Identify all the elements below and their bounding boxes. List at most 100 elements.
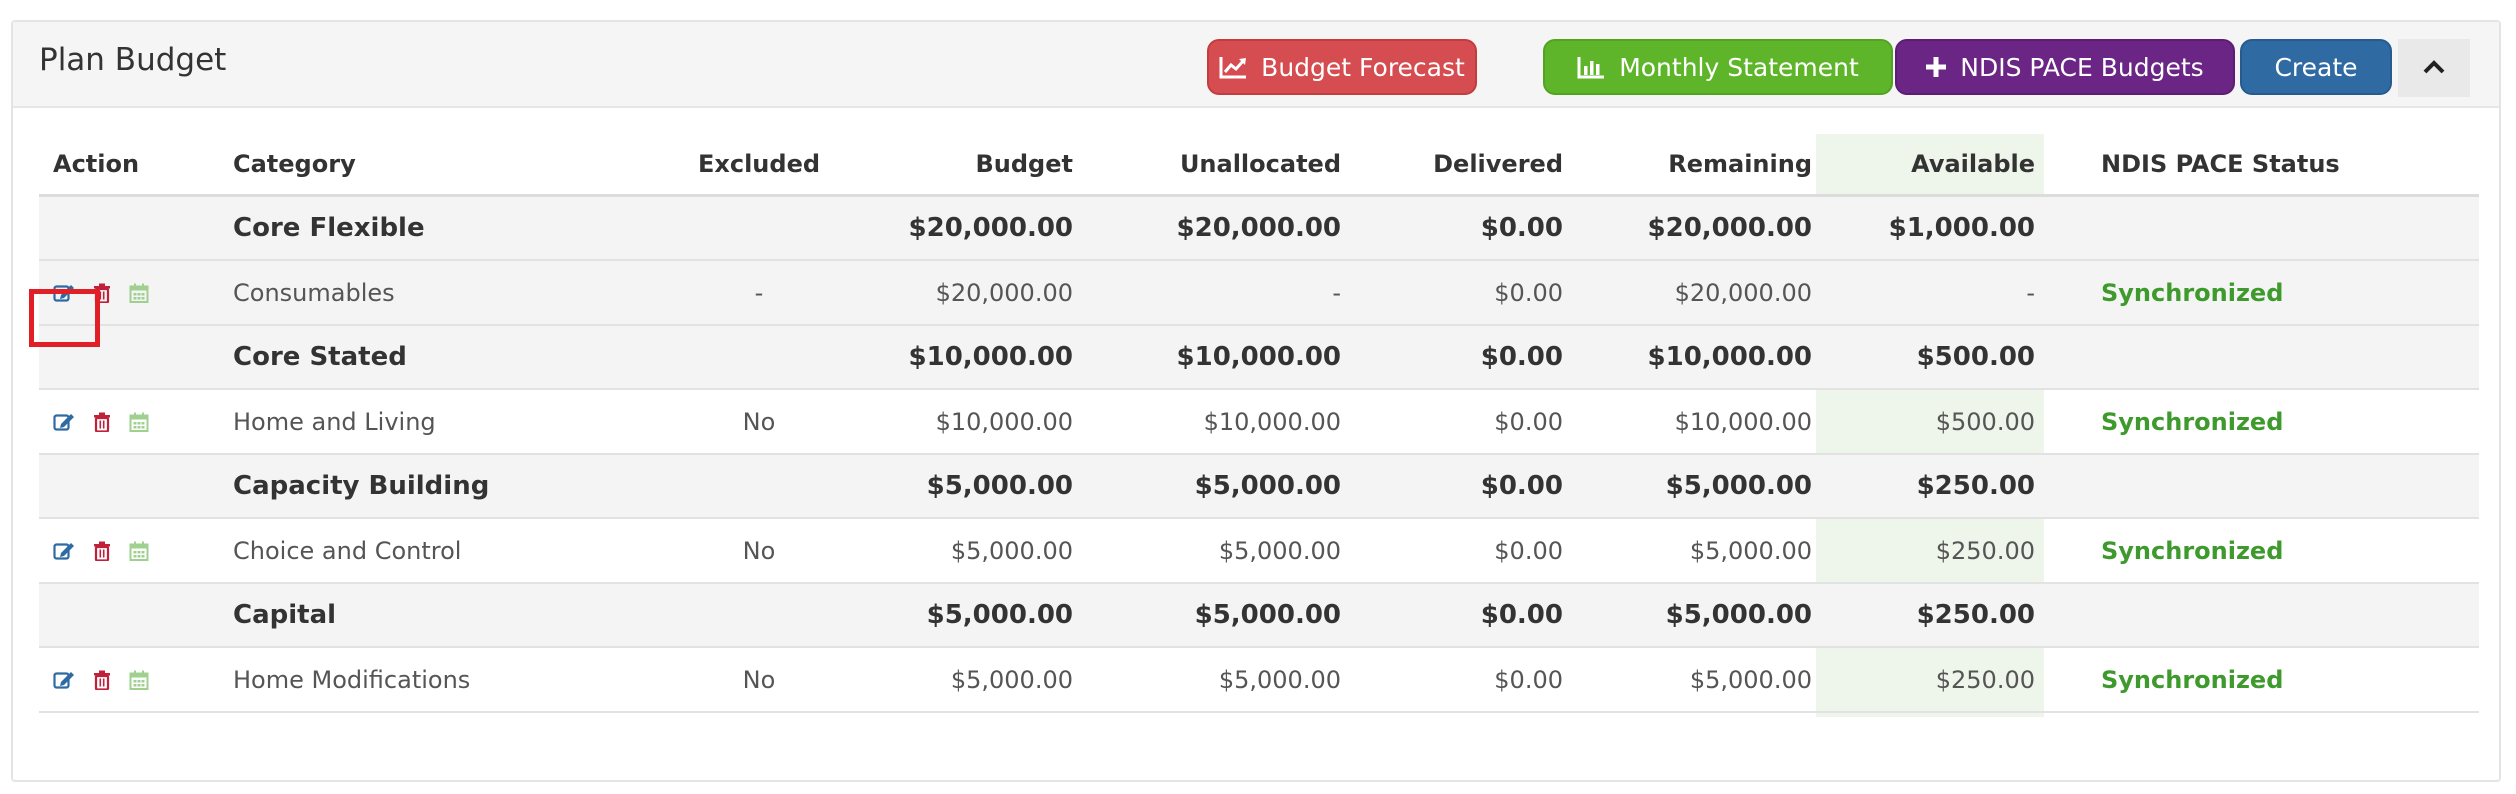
cell-excluded: No bbox=[742, 407, 776, 436]
cell-unallocated: $20,000.00 bbox=[1176, 213, 1341, 243]
cell-category: Consumables bbox=[233, 278, 395, 307]
header-action: Action bbox=[53, 150, 140, 178]
cell-remaining: $5,000.00 bbox=[1665, 600, 1812, 630]
cell-category: Choice and Control bbox=[233, 536, 462, 565]
create-button[interactable]: Create bbox=[2240, 39, 2392, 95]
cell-delivered: $0.00 bbox=[1480, 342, 1563, 372]
table-group-row: Capital $5,000.00 $5,000.00 $0.00 $5,000.00 $… bbox=[39, 584, 2479, 648]
cell-status bbox=[2101, 584, 2401, 646]
table-row: Home Modifications No $5,000.00 $5,000.00 $0… bbox=[39, 648, 2479, 713]
row-actions bbox=[53, 261, 213, 324]
edit-icon[interactable] bbox=[53, 412, 75, 432]
budget-forecast-button[interactable]: Budget Forecast bbox=[1207, 39, 1477, 95]
calendar-icon[interactable] bbox=[129, 283, 149, 303]
cell-available: $250.00 bbox=[1916, 600, 2035, 630]
row-actions bbox=[53, 519, 213, 582]
cell-available: $250.00 bbox=[1935, 536, 2035, 565]
cell-delivered: $0.00 bbox=[1494, 665, 1563, 694]
cell-unallocated: $10,000.00 bbox=[1203, 407, 1341, 436]
cell-category: Core Stated bbox=[233, 342, 407, 372]
table-group-row: Core Flexible $20,000.00 $20,000.00 $0.00 $2… bbox=[39, 197, 2479, 261]
delete-icon[interactable] bbox=[93, 412, 111, 432]
panel-title: Plan Budget bbox=[39, 42, 227, 78]
header-category: Category bbox=[233, 150, 356, 178]
cell-budget: $5,000.00 bbox=[950, 536, 1073, 565]
budget-table: Action Category Excluded Budget Unalloca… bbox=[39, 134, 2479, 717]
budget-forecast-label: Budget Forecast bbox=[1261, 52, 1465, 82]
header-ndis-pace-status: NDIS PACE Status bbox=[2101, 150, 2340, 178]
cell-category: Capacity Building bbox=[233, 471, 490, 501]
cell-unallocated: $5,000.00 bbox=[1194, 471, 1341, 501]
edit-button-highlight bbox=[29, 289, 100, 347]
cell-remaining: $10,000.00 bbox=[1647, 342, 1812, 372]
ndis-pace-budgets-label: NDIS PACE Budgets bbox=[1960, 52, 2204, 82]
cell-available: $1,000.00 bbox=[1888, 213, 2035, 243]
calendar-icon[interactable] bbox=[129, 412, 149, 432]
create-label: Create bbox=[2274, 52, 2358, 82]
chevron-up-icon bbox=[2423, 59, 2445, 78]
cell-status bbox=[2101, 197, 2401, 259]
ndis-pace-budgets-button[interactable]: NDIS PACE Budgets bbox=[1895, 39, 2235, 95]
cell-delivered: $0.00 bbox=[1494, 407, 1563, 436]
cell-delivered: $0.00 bbox=[1494, 278, 1563, 307]
cell-delivered: $0.00 bbox=[1494, 536, 1563, 565]
monthly-statement-label: Monthly Statement bbox=[1619, 52, 1859, 82]
cell-category: Capital bbox=[233, 600, 337, 630]
delete-icon[interactable] bbox=[93, 670, 111, 690]
header-unallocated: Unallocated bbox=[1179, 150, 1341, 178]
cell-remaining: $20,000.00 bbox=[1647, 213, 1812, 243]
cell-budget: $5,000.00 bbox=[926, 600, 1073, 630]
plus-icon bbox=[1926, 57, 1947, 77]
cell-unallocated: $10,000.00 bbox=[1176, 342, 1341, 372]
cell-excluded: No bbox=[742, 665, 776, 694]
header-excluded: Excluded bbox=[697, 150, 821, 178]
cell-budget: $10,000.00 bbox=[935, 407, 1073, 436]
panel-header: Plan Budget Budget Forecast Mo bbox=[13, 22, 2499, 108]
cell-available: $500.00 bbox=[1916, 342, 2035, 372]
collapse-button[interactable] bbox=[2398, 39, 2470, 97]
cell-remaining: $10,000.00 bbox=[1674, 407, 1812, 436]
cell-status: Synchronized bbox=[2101, 407, 2284, 436]
cell-status: Synchronized bbox=[2101, 278, 2284, 307]
cell-budget: $10,000.00 bbox=[908, 342, 1073, 372]
cell-excluded: No bbox=[742, 536, 776, 565]
cell-remaining: $5,000.00 bbox=[1665, 471, 1812, 501]
edit-icon[interactable] bbox=[53, 670, 75, 690]
cell-budget: $5,000.00 bbox=[926, 471, 1073, 501]
header-available: Available bbox=[1911, 150, 2035, 178]
cell-available: - bbox=[2026, 278, 2035, 307]
monthly-statement-button[interactable]: Monthly Statement bbox=[1543, 39, 1893, 95]
cell-status bbox=[2101, 326, 2401, 388]
cell-unallocated: - bbox=[1332, 278, 1341, 307]
cell-delivered: $0.00 bbox=[1480, 471, 1563, 501]
cell-delivered: $0.00 bbox=[1480, 600, 1563, 630]
edit-icon[interactable] bbox=[53, 541, 75, 561]
table-row: Home and Living No $10,000.00 $10,000.00 $0.… bbox=[39, 390, 2479, 455]
table-row: Consumables - $20,000.00 - $0.00 $20,000.00 - S… bbox=[39, 261, 2479, 326]
row-actions bbox=[53, 390, 213, 453]
calendar-icon[interactable] bbox=[129, 541, 149, 561]
cell-delivered: $0.00 bbox=[1480, 213, 1563, 243]
cell-category: Home Modifications bbox=[233, 665, 471, 694]
cell-unallocated: $5,000.00 bbox=[1194, 600, 1341, 630]
cell-unallocated: $5,000.00 bbox=[1218, 536, 1341, 565]
header-delivered: Delivered bbox=[1433, 150, 1563, 178]
table-header: Action Category Excluded Budget Unalloca… bbox=[39, 134, 2479, 197]
cell-available: $250.00 bbox=[1935, 665, 2035, 694]
table-row: Choice and Control No $5,000.00 $5,000.00 $0… bbox=[39, 519, 2479, 584]
cell-remaining: $5,000.00 bbox=[1689, 665, 1812, 694]
cell-budget: $20,000.00 bbox=[908, 213, 1073, 243]
cell-available: $500.00 bbox=[1935, 407, 2035, 436]
cell-available: $250.00 bbox=[1916, 471, 2035, 501]
table-body: Core Flexible $20,000.00 $20,000.00 $0.00 $2… bbox=[39, 197, 2479, 713]
cell-status: Synchronized bbox=[2101, 665, 2284, 694]
cell-budget: $20,000.00 bbox=[935, 278, 1073, 307]
cell-unallocated: $5,000.00 bbox=[1218, 665, 1341, 694]
delete-icon[interactable] bbox=[93, 541, 111, 561]
table-group-row: Core Stated $10,000.00 $10,000.00 $0.00 $10,… bbox=[39, 326, 2479, 390]
bar-chart-icon bbox=[1577, 55, 1605, 79]
calendar-icon[interactable] bbox=[129, 670, 149, 690]
cell-remaining: $20,000.00 bbox=[1674, 278, 1812, 307]
cell-budget: $5,000.00 bbox=[950, 665, 1073, 694]
cell-category: Core Flexible bbox=[233, 213, 425, 243]
